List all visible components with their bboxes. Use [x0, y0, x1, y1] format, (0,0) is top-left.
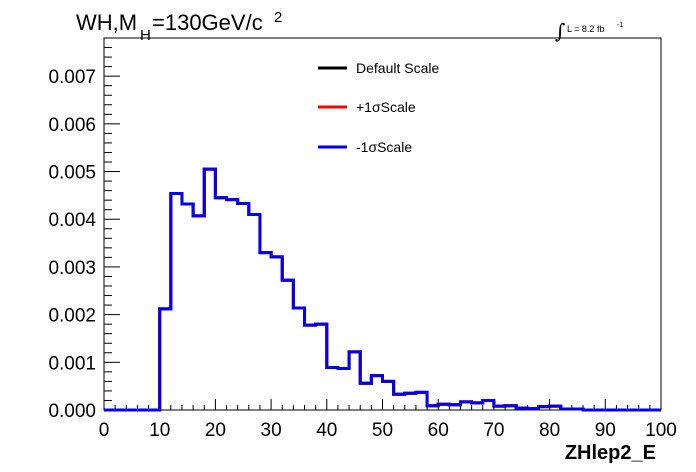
- integral-sign: ∫: [555, 19, 565, 43]
- x-tick-label: 90: [595, 420, 616, 441]
- legend-label-1: +1σScale: [356, 99, 416, 115]
- x-tick-label: 0: [99, 420, 110, 441]
- x-tick-label: 30: [261, 420, 282, 441]
- x-axis: 0 10 20 30 40 50 60 70 80 90 100: [99, 399, 677, 441]
- plot-frame: [103, 37, 662, 411]
- x-tick-label: 60: [428, 420, 449, 441]
- chart-title: WH,M H =130GeV/c 2: [76, 9, 282, 44]
- x-tick-label: 20: [205, 420, 226, 441]
- y-tick-label: 0.002: [48, 306, 96, 327]
- lumi-superscript: -1: [617, 22, 623, 29]
- y-axis: 0.000 0.001 0.002 0.003 0.004 0.005 0.006 0.007: [48, 47, 120, 422]
- y-tick-label: 0.007: [48, 67, 96, 88]
- chart-title-superscript: 2: [274, 9, 282, 26]
- legend-label-0: Default Scale: [356, 60, 439, 76]
- chart-title-value: =130GeV/c: [152, 10, 263, 35]
- legend: Default Scale +1σScale -1σScale: [318, 60, 439, 155]
- x-tick-label: 40: [316, 420, 337, 441]
- x-tick-label: 70: [483, 420, 504, 441]
- y-tick-label: 0.003: [48, 258, 96, 279]
- x-tick-label: 50: [372, 420, 393, 441]
- chart-title-main: WH,M: [76, 10, 137, 35]
- y-tick-label: 0.004: [48, 210, 96, 231]
- y-tick-label: 0.001: [48, 353, 96, 374]
- chart-title-subscript: H: [140, 27, 151, 44]
- y-tick-label: 0.000: [48, 401, 96, 422]
- x-tick-label: 10: [149, 420, 170, 441]
- x-tick-label: 100: [645, 420, 677, 441]
- series-line-2: [104, 167, 661, 412]
- lumi-label: ∫ L = 8.2 fb -1: [555, 19, 623, 43]
- lumi-text: L = 8.2 fb: [567, 24, 604, 34]
- y-tick-label: 0.005: [48, 163, 96, 184]
- series-layer: [104, 167, 661, 412]
- x-tick-label: 80: [539, 420, 560, 441]
- x-axis-label: ZHlep2_E: [565, 442, 656, 464]
- legend-label-2: -1σScale: [356, 139, 412, 155]
- y-tick-label: 0.006: [48, 115, 96, 136]
